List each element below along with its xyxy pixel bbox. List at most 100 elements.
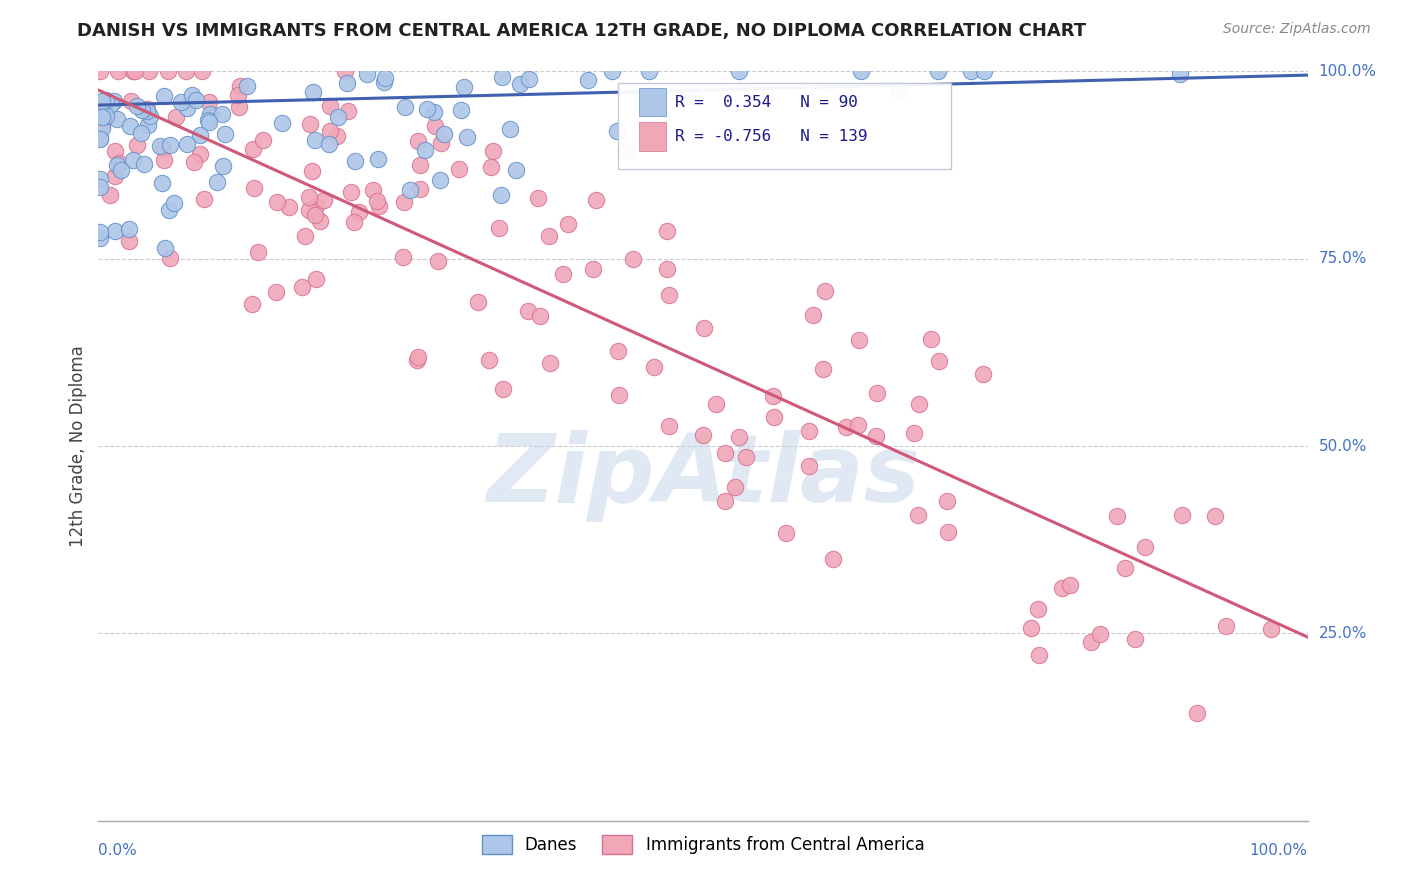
Point (131, 103, 153, 118)
Point (153, 153, 176, 167)
Point (509, 77, 531, 91)
Point (291, 280, 314, 294)
Point (318, 137, 340, 152)
Point (920, 333, 942, 347)
Point (427, 254, 450, 268)
Point (1114, 561, 1136, 575)
Point (104, 144, 127, 158)
Point (343, 215, 366, 229)
Point (449, 162, 471, 177)
Point (453, 79, 475, 94)
Point (127, 138, 149, 153)
Point (849, 64, 872, 78)
Point (1187, 706, 1209, 720)
Point (344, 154, 367, 169)
Point (89, 131, 111, 145)
Point (193, 192, 215, 206)
Point (488, 221, 510, 235)
Point (264, 285, 287, 299)
Point (183, 155, 205, 169)
Point (197, 95, 219, 109)
Text: 100.0%: 100.0% (1250, 843, 1308, 858)
Point (110, 163, 132, 178)
Point (606, 344, 628, 359)
Point (538, 356, 561, 370)
Point (1133, 540, 1156, 554)
Point (614, 145, 637, 159)
Point (576, 73, 599, 87)
Point (326, 110, 349, 124)
Point (374, 70, 396, 85)
Point (305, 271, 328, 285)
Point (1026, 602, 1049, 616)
Point (655, 224, 678, 238)
Text: Source: ZipAtlas.com: Source: ZipAtlas.com (1223, 22, 1371, 37)
Point (361, 183, 384, 197)
Point (692, 321, 714, 335)
Point (301, 164, 323, 178)
Point (198, 107, 221, 121)
Point (108, 156, 131, 170)
Point (927, 64, 949, 78)
Point (814, 285, 837, 299)
Point (763, 409, 786, 424)
Point (122, 64, 145, 78)
Point (973, 64, 995, 78)
Point (131, 126, 153, 140)
Point (205, 175, 228, 189)
Point (100, 96, 122, 111)
Point (121, 64, 143, 78)
Point (174, 64, 197, 78)
Point (240, 297, 263, 311)
Point (803, 308, 825, 322)
Point (727, 64, 749, 78)
Point (229, 78, 252, 93)
Text: R = -0.756   N = 139: R = -0.756 N = 139 (675, 129, 868, 145)
Point (228, 100, 250, 114)
Point (1080, 634, 1102, 648)
Point (517, 304, 540, 318)
Point (349, 204, 371, 219)
Point (606, 124, 628, 138)
Point (118, 234, 141, 248)
Point (1170, 67, 1192, 81)
Point (481, 144, 503, 158)
Point (150, 176, 173, 190)
Point (409, 182, 432, 196)
Point (394, 194, 416, 209)
Point (658, 287, 681, 301)
Point (188, 147, 211, 161)
Point (392, 250, 415, 264)
Point (319, 99, 342, 113)
Point (643, 359, 665, 374)
Point (188, 128, 211, 142)
Y-axis label: 12th Grade, No Diploma: 12th Grade, No Diploma (69, 345, 87, 547)
Point (762, 389, 785, 403)
Point (89, 64, 111, 78)
Point (1171, 508, 1194, 523)
Point (1107, 508, 1129, 523)
Point (866, 386, 889, 401)
Point (972, 368, 994, 382)
Point (406, 135, 429, 149)
Point (98, 187, 121, 202)
Text: R =  0.354   N = 90: R = 0.354 N = 90 (675, 95, 858, 110)
Bar (638, 87, 665, 116)
Point (848, 333, 870, 347)
Point (557, 217, 579, 231)
Point (367, 152, 389, 166)
Point (339, 185, 361, 199)
Point (304, 133, 326, 147)
Point (537, 229, 560, 244)
Point (433, 127, 456, 141)
Point (312, 193, 335, 207)
Point (1050, 581, 1073, 595)
Point (91, 111, 114, 125)
Point (1260, 622, 1282, 636)
Point (159, 203, 181, 218)
Point (176, 136, 198, 151)
Point (305, 198, 328, 212)
Point (153, 241, 176, 255)
Point (191, 64, 214, 78)
Point (553, 267, 575, 281)
